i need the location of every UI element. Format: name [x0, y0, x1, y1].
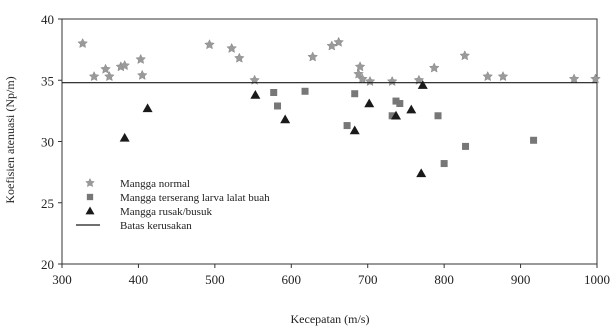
rusak-point	[417, 80, 428, 89]
y-axis-label: Koefisien atenuasi (Np/m)	[3, 76, 17, 203]
larva-point	[301, 87, 309, 95]
legend-swatch	[86, 193, 94, 201]
larva-point	[434, 112, 442, 120]
normal-point	[135, 53, 147, 64]
legend-swatch	[85, 177, 95, 188]
y-tick-label: 20	[41, 257, 54, 272]
x-tick-label: 800	[434, 272, 454, 287]
rusak-point	[119, 132, 130, 142]
normal-point	[136, 69, 148, 80]
legend-label: Mangga normal	[120, 178, 190, 190]
rusak-point	[280, 114, 291, 124]
normal-point	[326, 40, 338, 51]
x-tick-label: 1000	[584, 272, 610, 287]
legend: Mangga normal Mangga terserang larva lala…	[76, 177, 270, 232]
normal-point	[568, 73, 580, 84]
larva-point	[351, 90, 359, 98]
normal-point	[354, 61, 366, 72]
rusak-point	[416, 168, 427, 178]
larva-point	[274, 102, 282, 110]
normal-point	[204, 39, 215, 50]
larva-point	[392, 97, 400, 105]
x-axis-label: Kecepatan (m/s)	[291, 312, 370, 326]
normal-point	[88, 70, 100, 82]
y-tick-label: 40	[41, 12, 54, 27]
normal-point	[233, 52, 245, 63]
rusak-point	[250, 89, 261, 99]
rusak-point	[142, 103, 153, 113]
normal-point	[497, 70, 509, 82]
y-tick-label: 30	[41, 135, 54, 150]
larva-point	[343, 122, 351, 130]
normal-point	[428, 62, 440, 73]
axis-ticks: 300 400 500 600 700 800 900 1000 20 25 30 35 40	[41, 12, 610, 287]
legend-label: Mangga terserang larva lalat buah	[120, 192, 270, 204]
normal-point	[104, 70, 115, 82]
rusak-point	[349, 125, 360, 135]
normal-point	[333, 36, 344, 47]
x-tick-label: 600	[282, 272, 302, 287]
normal-point	[459, 50, 471, 61]
larva-point	[396, 100, 404, 108]
normal-point	[386, 75, 398, 87]
normal-point	[353, 68, 364, 79]
rusak-point	[390, 110, 401, 120]
x-tick-label: 900	[511, 272, 531, 287]
normal-point	[482, 70, 494, 82]
larva-point	[270, 89, 278, 96]
legend-label: Mangga rusak/busuk	[120, 206, 212, 218]
larva-point	[530, 136, 538, 144]
larva-point	[388, 112, 396, 120]
data-marks	[62, 36, 601, 178]
normal-point	[357, 73, 368, 84]
larva-point	[440, 160, 448, 168]
normal-point	[590, 73, 601, 84]
legend-swatch	[85, 206, 95, 215]
x-tick-label: 500	[205, 272, 225, 287]
x-tick-label: 300	[52, 272, 72, 287]
normal-point	[100, 63, 111, 74]
normal-point	[77, 37, 88, 49]
x-tick-label: 700	[358, 272, 378, 287]
normal-point	[307, 51, 319, 62]
normal-point	[119, 59, 130, 71]
legend-label: Batas kerusakan	[120, 220, 192, 232]
x-tick-label: 400	[129, 272, 149, 287]
larva-point	[462, 142, 470, 150]
y-tick-label: 25	[41, 196, 54, 211]
rusak-point	[406, 104, 417, 114]
rusak-point	[364, 98, 375, 108]
y-tick-label: 35	[41, 73, 54, 88]
normal-point	[226, 42, 237, 53]
